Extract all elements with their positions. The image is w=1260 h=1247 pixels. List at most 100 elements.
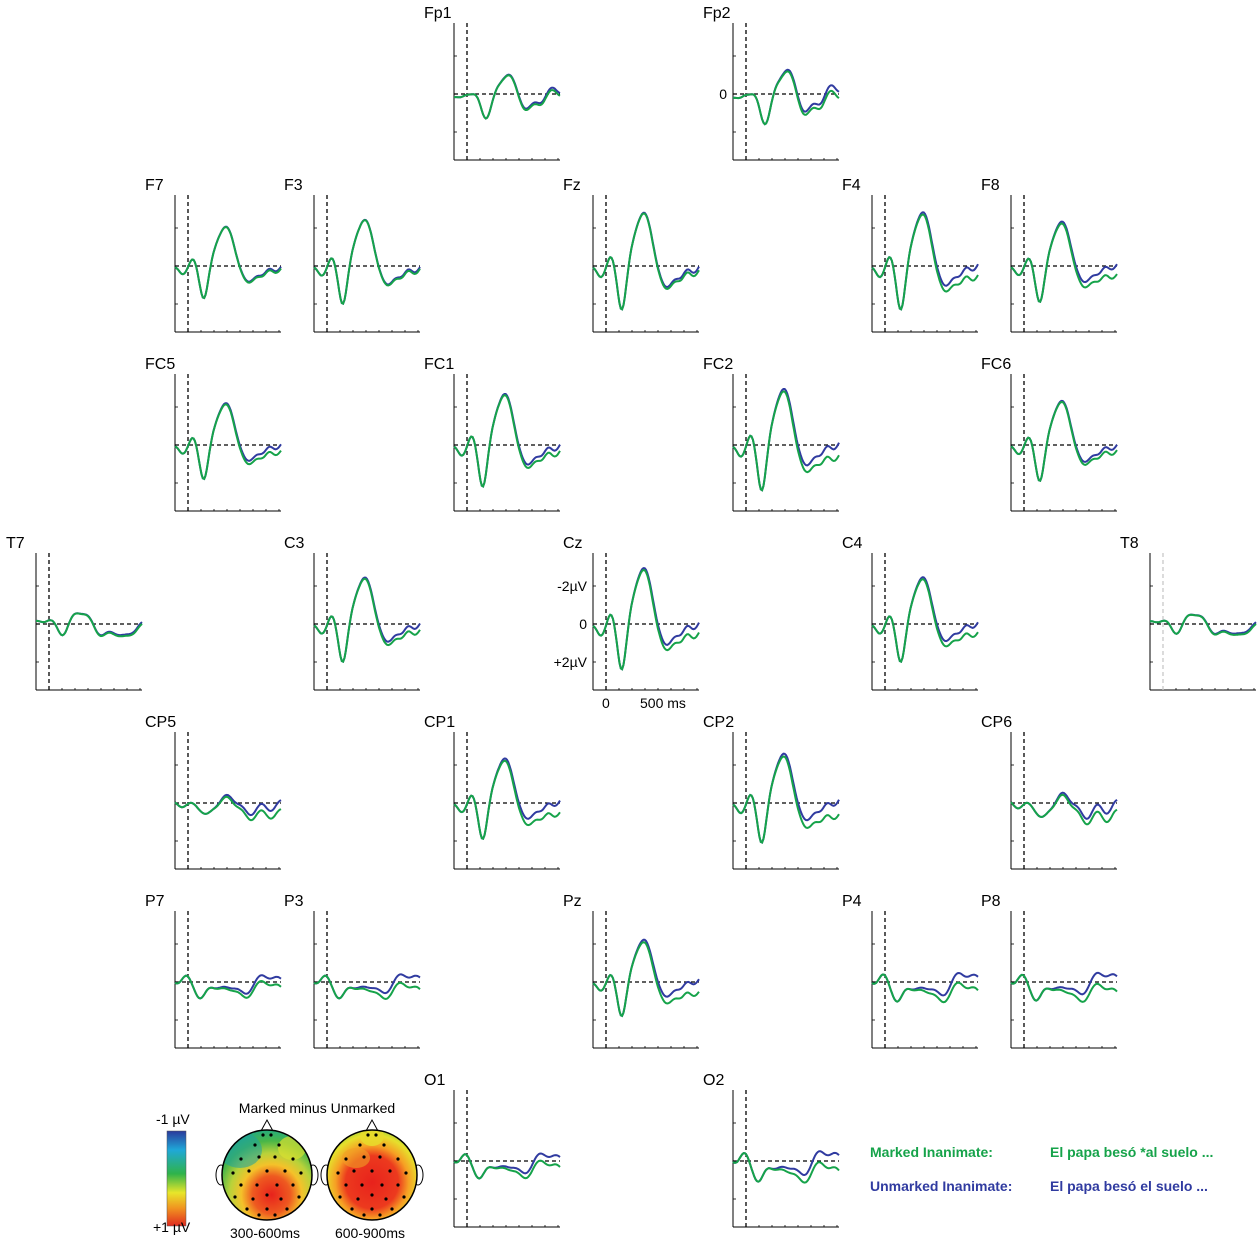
electrode-label: CP2 (703, 714, 734, 731)
electrode-label: FC6 (981, 356, 1011, 373)
electrode-dot (378, 1213, 382, 1217)
waveform-marked (592, 568, 700, 671)
waveform-marked (732, 755, 840, 844)
topomap-window-1: 300-600ms (230, 1225, 300, 1241)
waveform-unmarked (454, 73, 561, 120)
electrode-dot (370, 1193, 374, 1197)
electrode-dot (366, 1133, 370, 1137)
scale-top-label: -1 µV (156, 1111, 190, 1127)
electrode-dot (261, 1133, 265, 1137)
electrode-label: P7 (145, 893, 165, 910)
electrode-label: F7 (145, 177, 164, 194)
topomap-title: Marked minus Unmarked (239, 1100, 395, 1116)
waveform-marked (453, 1153, 561, 1180)
waveform-marked (1010, 793, 1118, 826)
electrode-dot (370, 1169, 374, 1173)
electrode-label: FC5 (145, 356, 175, 373)
electrode-dot (273, 1213, 277, 1217)
electrode-label: Fp2 (703, 5, 731, 22)
erp-panel-fc6: FC6 (981, 356, 1118, 512)
electrode-label: F3 (284, 177, 303, 194)
waveform-unmarked (871, 971, 979, 1003)
electrode-dot (380, 1183, 384, 1187)
electrode-label: T7 (6, 535, 25, 552)
y-tick-label: +2µV (554, 654, 588, 670)
electrode-dot (253, 1143, 257, 1147)
electrode-dots (231, 1133, 303, 1217)
erp-panel-c3: C3 (284, 535, 421, 691)
legend-unmarked-sentence: El papa besó el suelo ... (1050, 1178, 1208, 1194)
electrode-dot (378, 1155, 382, 1159)
electrode-dot (275, 1183, 279, 1187)
erp-panel-cz: Cz -2µV 0 +2µV 0 500 ms (554, 535, 700, 711)
waveform-marked (454, 74, 561, 120)
erp-panel-fc1: FC1 (424, 356, 561, 512)
electrode-dot (360, 1183, 364, 1187)
electrode-dot (239, 1157, 243, 1161)
erp-panel-o2: O2 (703, 1072, 840, 1228)
electrode-label: O1 (424, 1072, 445, 1089)
electrode-label: CP1 (424, 714, 455, 731)
electrode-label: CP5 (145, 714, 176, 731)
waveform-marked (1010, 400, 1118, 482)
waveform-marked (453, 759, 561, 840)
erp-panel-fz: Fz (563, 177, 700, 333)
electrode-dot (265, 1169, 269, 1173)
electrode-dot (251, 1197, 255, 1201)
waveform-marked (174, 974, 282, 1000)
waveform-marked (1010, 222, 1118, 303)
topomap-300-600 (215, 1118, 319, 1221)
electrode-label: C3 (284, 535, 305, 552)
electrode-dot (285, 1207, 289, 1211)
electrode-label: P3 (284, 893, 304, 910)
waveform-unmarked (732, 68, 840, 126)
waveform-marked (871, 973, 979, 1004)
electrode-dot (362, 1155, 366, 1159)
electrode-label: FC2 (703, 356, 733, 373)
electrode-dot (350, 1207, 354, 1211)
electrode-dot (370, 1207, 374, 1211)
electrode-label: F4 (842, 177, 861, 194)
waveform-marked (313, 974, 421, 1001)
electrode-label: P4 (842, 893, 862, 910)
erp-panel-cp2: CP2 (703, 714, 840, 870)
electrode-label: Pz (563, 893, 582, 910)
electrode-dot (382, 1143, 386, 1147)
electrode-dot (257, 1155, 261, 1159)
electrode-label: P8 (981, 893, 1001, 910)
scale-bottom-label: +1 µV (153, 1219, 191, 1235)
electrode-label: Fz (563, 177, 581, 194)
electrode-dot (390, 1207, 394, 1211)
electrode-dot (245, 1207, 249, 1211)
legend-unmarked-name: Unmarked Inanimate: (870, 1178, 1012, 1194)
electrode-dot (233, 1195, 237, 1199)
waveform-marked (871, 213, 979, 311)
erp-panel-p3: P3 (284, 893, 421, 1049)
erp-panel-p8: P8 (981, 893, 1118, 1049)
erp-panel-fc2: FC2 (703, 356, 840, 512)
electrode-label: Fp1 (424, 5, 452, 22)
electrode-dot (277, 1143, 281, 1147)
electrode-label: CP6 (981, 714, 1012, 731)
waveform-marked (174, 403, 282, 481)
waveform-marked (453, 394, 561, 488)
legend-marked-sentence: El papa besó *al suelo ... (1050, 1144, 1213, 1160)
electrode-dot (358, 1143, 362, 1147)
electrode-dot (344, 1183, 348, 1187)
electrode-dot (384, 1197, 388, 1201)
electrode-label: T8 (1120, 535, 1139, 552)
topomap-600-900 (320, 1118, 424, 1221)
erp-panel-o1: O1 (424, 1072, 561, 1228)
legend-marked-name: Marked Inanimate: (870, 1144, 993, 1160)
erp-panel-fp1: Fp1 (424, 5, 561, 161)
electrode-dot (396, 1157, 400, 1161)
erp-panel-p4: P4 (842, 893, 979, 1049)
topomap-group: -1 µV +1 µV Marked minus Unmarked (153, 1100, 424, 1241)
electrode-dot (247, 1169, 251, 1173)
erp-panel-p7: P7 (145, 893, 282, 1049)
erp-panel-pz: Pz (563, 893, 700, 1049)
y-tick-label: -2µV (557, 578, 588, 594)
electrode-label: Cz (563, 535, 583, 552)
erp-panel-f7: F7 (145, 177, 282, 333)
waveform-marked (313, 219, 421, 305)
